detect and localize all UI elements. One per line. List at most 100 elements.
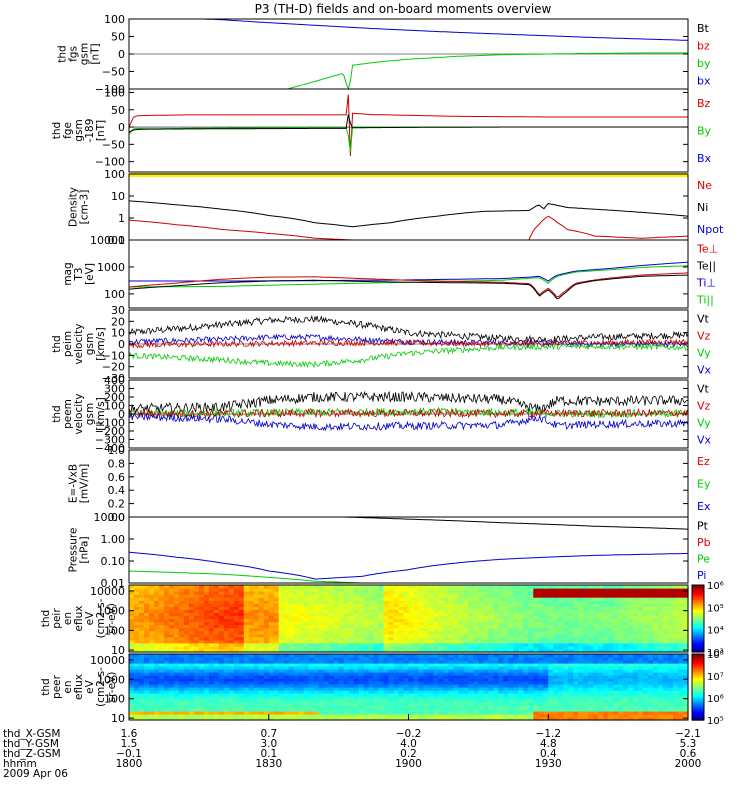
flag-bar xyxy=(129,173,688,177)
y-tick-label: −20 xyxy=(102,361,125,374)
y-tick-label: 0.4 xyxy=(108,484,126,497)
panel-2: 100 50 0 −50 −100 thd fge gsm -189 [nT] Bz By Bx xyxy=(51,87,712,177)
series-line-Vx xyxy=(128,412,689,432)
y-axis-label: [nPa] xyxy=(79,536,91,563)
x-axis-value: 0.7 xyxy=(260,728,277,740)
y-tick-label: 0.0 xyxy=(108,511,126,524)
y-axis-label: thd xyxy=(40,610,52,627)
y-axis-label: eflux xyxy=(73,606,85,632)
series-line-Vy xyxy=(128,406,689,419)
legend-entry-Ti||: Ti|| xyxy=(696,294,714,307)
y-axis-label: (cm2-s- xyxy=(95,667,107,707)
colorbar-tick-label: 10⁶ xyxy=(707,694,724,705)
series-line-Pe xyxy=(128,570,688,584)
y-tick-label: 0 xyxy=(118,408,125,421)
y-tick-label: 50 xyxy=(111,31,125,44)
y-axis-label: [nT] xyxy=(95,120,107,141)
x-axis-row-label: hhmm xyxy=(3,758,37,770)
y-tick-label: 1 xyxy=(118,212,125,225)
y-tick-label: −300 xyxy=(95,434,125,447)
y-tick-label: 100 xyxy=(104,13,125,26)
x-axis-value: 0.6 xyxy=(680,748,697,760)
legend-entry-Bt: Bt xyxy=(697,22,710,35)
y-tick-label: −200 xyxy=(95,425,125,438)
y-tick-label: −50 xyxy=(102,138,125,151)
legend-entry-Vt: Vt xyxy=(697,313,710,326)
y-axis-label: [nT] xyxy=(90,43,102,64)
chart-title: P3 (TH-D) fields and on-board moments ov… xyxy=(255,2,552,16)
x-axis-value: 0.1 xyxy=(260,748,277,760)
series-line-Ni xyxy=(128,200,689,228)
x-axis-row-label: thd_X-GSM xyxy=(3,728,60,740)
x-axis-value: 0.4 xyxy=(540,748,557,760)
x-axis-value: 3.0 xyxy=(260,738,277,750)
legend-entry-Te||: Te|| xyxy=(696,260,716,273)
y-tick-label: 1000 xyxy=(97,673,125,686)
legend-entry-Vy: Vy xyxy=(697,347,711,360)
y-tick-label: 100 xyxy=(104,624,125,637)
y-axis-label: [km/s] xyxy=(95,397,107,431)
y-tick-label: 100 xyxy=(104,400,125,413)
y-tick-label: −100 xyxy=(95,156,125,169)
legend-entry-Vy: Vy xyxy=(697,417,711,430)
legend-entry-Vz: Vz xyxy=(697,400,711,413)
legend-entry-Ex: Ex xyxy=(697,500,711,513)
x-axis-value: 1830 xyxy=(255,758,282,770)
x-axis-value: −2.1 xyxy=(675,728,701,740)
series-line-Vz xyxy=(128,338,689,349)
panel-10: 10⁸ 10⁷ 10⁶ 10⁵ 10000 1000 100 10 thd peer en eflux… xyxy=(40,650,724,727)
y-axis-label: gsm xyxy=(84,333,96,355)
y-axis-label: gsm xyxy=(79,43,91,65)
y-tick-label: −50 xyxy=(102,66,125,79)
y-axis-label: peim xyxy=(62,331,74,357)
y-axis-label: en xyxy=(62,680,74,693)
panel-frame xyxy=(128,516,689,584)
colorbar-9: 10⁶ 10⁵ 10⁴ 10³ xyxy=(691,581,724,659)
y-axis-label: eflux xyxy=(73,674,85,700)
panel-frame xyxy=(128,449,689,518)
series-line-bx xyxy=(129,18,689,41)
series-line-Pt xyxy=(343,516,689,530)
legend-entry-Vx: Vx xyxy=(697,364,712,377)
y-tick-label: 0.2 xyxy=(108,498,126,511)
legend-entry-Pb: Pb xyxy=(697,536,711,549)
y-tick-label: 1.00 xyxy=(101,533,126,546)
y-axis-label: gsm xyxy=(84,403,96,425)
y-axis-label: peem xyxy=(62,399,74,429)
legend-entry-bx: bx xyxy=(697,74,711,87)
series-line-Bz xyxy=(128,94,688,156)
x-axis-value: 1930 xyxy=(535,758,562,770)
x-axis-value: 1800 xyxy=(116,758,143,770)
panel-8: 10.00 1.00 0.10 0.01 Pressure [nPa] Pt Pb Pe Pi xyxy=(68,511,711,590)
y-tick-label: 50 xyxy=(111,104,125,117)
series-line-Te⊥ xyxy=(128,272,689,298)
y-axis-label: [cm-3] xyxy=(79,190,91,225)
y-axis-label: thd xyxy=(57,45,69,62)
y-axis-label: fgs xyxy=(68,46,80,62)
y-tick-label: 0.8 xyxy=(108,457,126,470)
legend-entry-Te⊥: Te⊥ xyxy=(696,243,718,256)
legend-entry-Npot: Npot xyxy=(697,223,724,236)
spectrogram-9 xyxy=(129,585,689,653)
panel-4: 10000 1000 100 mag T3 [eV] Te⊥ Te|| Ti⊥ Ti|| xyxy=(62,234,718,309)
series-line-Vy xyxy=(128,342,689,369)
panel-frame xyxy=(128,239,689,309)
y-axis-label: thd xyxy=(51,335,63,352)
y-axis-label: Pressure xyxy=(68,528,80,573)
y-axis-label: eV xyxy=(84,679,96,693)
legend-entry-Vz: Vz xyxy=(697,330,711,343)
y-tick-label: 30 xyxy=(111,304,125,317)
y-tick-label: 10 xyxy=(111,644,125,657)
x-axis-value: 1.5 xyxy=(121,738,138,750)
y-axis-label: [eV] xyxy=(84,263,96,285)
y-axis-label: thd xyxy=(51,122,63,139)
y-tick-label: 0.1 xyxy=(108,234,126,247)
y-tick-label: 10 xyxy=(111,190,125,203)
legend-entry-By: By xyxy=(697,125,712,138)
legend-entry-by: by xyxy=(697,57,711,70)
y-axis-label: velocity xyxy=(73,393,85,434)
colorbar-tick-label: 10⁴ xyxy=(707,626,724,637)
